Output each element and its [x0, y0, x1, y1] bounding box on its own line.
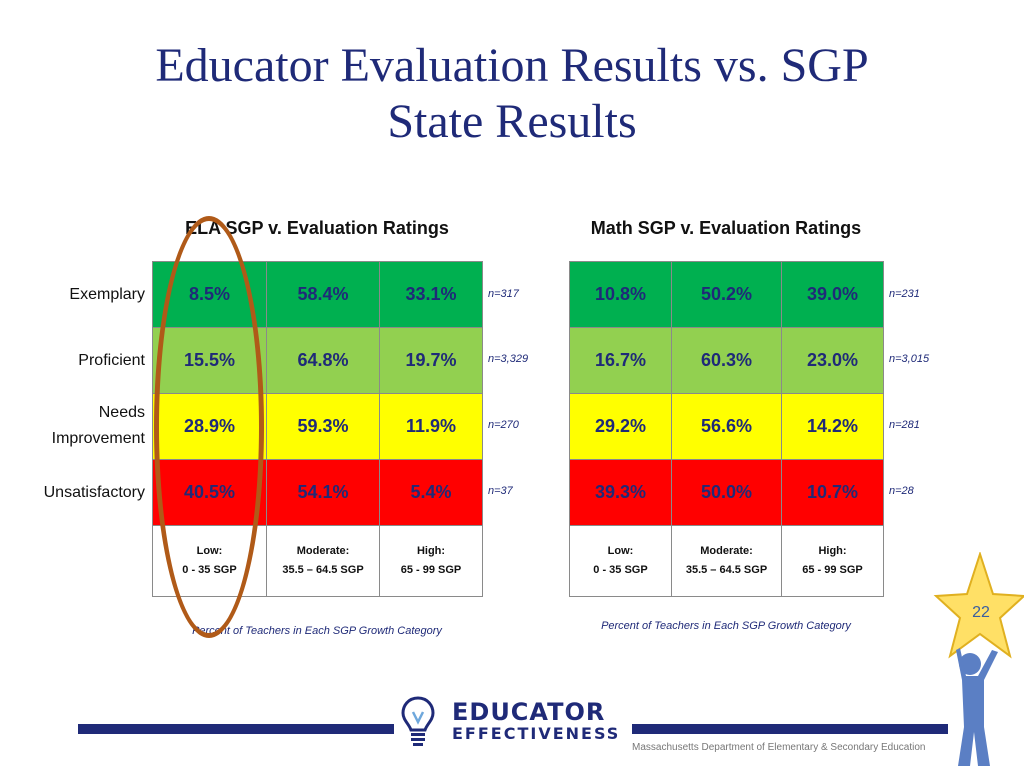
slide-title-line2: State Results [387, 95, 637, 148]
category-range: 35.5 – 64.5 SGP [282, 564, 364, 576]
ela-n-unsatisfactory: n=37 [488, 485, 513, 497]
ela-n-exemplary: n=317 [488, 288, 519, 300]
math-cell: 14.2% [781, 393, 884, 460]
star-person-icon [933, 552, 1024, 766]
math-cell: 16.7% [569, 327, 672, 394]
ela-n-needs-improvement: n=270 [488, 419, 519, 431]
math-n-proficient: n=3,015 [889, 353, 930, 365]
category-range: 65 - 99 SGP [400, 564, 462, 576]
page-number: 22 [972, 604, 990, 621]
math-cell: 39.3% [569, 459, 672, 526]
category-name: High: [416, 545, 446, 557]
row-label-needs: Needs [98, 404, 145, 421]
footer-text: Massachusetts Department of Elementary &… [632, 742, 926, 753]
category-name: Moderate: [296, 545, 350, 557]
ela-cell: 5.4% [379, 459, 483, 526]
math-cell: 10.8% [569, 261, 672, 328]
math-cell: 56.6% [671, 393, 782, 460]
ela-caption: Percent of Teachers in Each SGP Growth C… [192, 625, 442, 637]
table-row: 8.5% 58.4% 33.1% [152, 261, 483, 328]
ela-cell: 54.1% [266, 459, 380, 526]
footer-bar-right [632, 724, 948, 734]
ela-cell: 58.4% [266, 261, 380, 328]
table-footer-row: Low: 0 - 35 SGP Moderate: 35.5 – 64.5 SGP … [569, 525, 884, 597]
table-row: 29.2% 56.6% 14.2% [569, 393, 884, 460]
category-high: High: 65 - 99 SGP [379, 525, 483, 597]
row-label-unsatisfactory: Unsatisfactory [43, 484, 145, 501]
ela-n-proficient: n=3,329 [488, 353, 529, 365]
category-moderate: Moderate: 35.5 – 64.5 SGP [266, 525, 380, 597]
category-name: Moderate: [700, 545, 753, 557]
math-cell: 23.0% [781, 327, 884, 394]
math-cell: 50.2% [671, 261, 782, 328]
table-row: 16.7% 60.3% 23.0% [569, 327, 884, 394]
math-table: 10.8% 50.2% 39.0% 16.7% 60.3% 23.0% 29.2… [569, 261, 884, 597]
ela-chart-title: ELA SGP v. Evaluation Ratings [185, 218, 449, 238]
row-label-proficient: Proficient [78, 352, 145, 369]
math-cell: 60.3% [671, 327, 782, 394]
logo-line1: EDUCATOR [452, 698, 606, 726]
category-name: Low: [607, 545, 634, 557]
logo-line2: EFFECTIVENESS [452, 724, 621, 743]
category-moderate: Moderate: 35.5 – 64.5 SGP [671, 525, 782, 597]
category-name: High: [818, 545, 847, 557]
math-cell: 50.0% [671, 459, 782, 526]
ela-cell: 64.8% [266, 327, 380, 394]
footer-bar-left [78, 724, 394, 734]
slide-title-line1: Educator Evaluation Results vs. SGP [155, 39, 869, 92]
ela-cell: 11.9% [379, 393, 483, 460]
logo: EDUCATOR EFFECTIVENESS [452, 700, 620, 744]
math-n-exemplary: n=231 [889, 288, 920, 300]
table-row: 10.8% 50.2% 39.0% [569, 261, 884, 328]
math-cell: 29.2% [569, 393, 672, 460]
math-cell: 10.7% [781, 459, 884, 526]
lightbulb-icon [401, 696, 435, 746]
category-high: High: 65 - 99 SGP [781, 525, 884, 597]
math-n-unsatisfactory: n=28 [889, 485, 914, 497]
math-caption: Percent of Teachers in Each SGP Growth C… [601, 620, 851, 632]
category-range: 35.5 – 64.5 SGP [685, 564, 768, 576]
ela-cell: 59.3% [266, 393, 380, 460]
math-chart-title: Math SGP v. Evaluation Ratings [590, 218, 862, 238]
table-row: 39.3% 50.0% 10.7% [569, 459, 884, 526]
math-n-needs-improvement: n=281 [889, 419, 920, 431]
math-cell: 39.0% [781, 261, 884, 328]
row-label-improvement: Improvement [51, 430, 145, 447]
highlight-oval [154, 216, 264, 638]
category-low: Low: 0 - 35 SGP [569, 525, 672, 597]
ela-cell: 19.7% [379, 327, 483, 394]
category-range: 0 - 35 SGP [593, 564, 648, 576]
slide-title: Educator Evaluation Results vs. SGP Stat… [0, 38, 1024, 150]
category-range: 65 - 99 SGP [802, 564, 863, 576]
row-label-exemplary: Exemplary [69, 286, 145, 303]
ela-cell: 33.1% [379, 261, 483, 328]
